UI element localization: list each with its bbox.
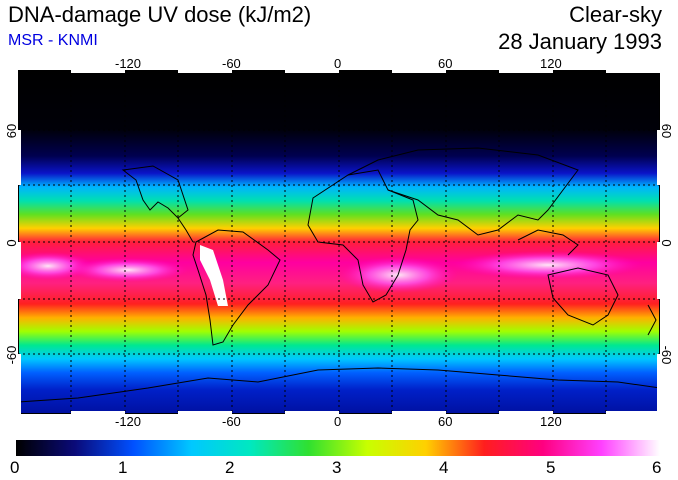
lat-tick-left: -60 (4, 345, 19, 365)
lon-tick-top: 120 (540, 56, 562, 71)
colorbar-label: 1 (118, 458, 128, 477)
coast-australia (547, 267, 619, 326)
colorbar-gradient (16, 440, 660, 456)
coast-africa (307, 169, 419, 303)
colorbar-label: 6 (652, 458, 662, 477)
colorbar-label: 0 (10, 458, 20, 477)
lon-tick-bottom: 120 (540, 414, 562, 429)
andes-hotspot (200, 245, 228, 306)
sky-condition-label: Clear-sky (569, 2, 662, 27)
lon-tick-bottom: -60 (222, 414, 241, 429)
lon-tick-bottom: -120 (115, 414, 142, 429)
source-label: MSR - KNMI (8, 32, 98, 49)
colorbar (16, 440, 660, 456)
coastlines (18, 147, 660, 403)
coast-antarctica (18, 367, 660, 403)
lat-tick-right: 60 (659, 123, 674, 139)
lat-tick-right: -60 (659, 345, 674, 365)
colorbar-label: 4 (439, 458, 449, 477)
coast-indonesia (517, 229, 579, 256)
lat-tick-right: 0 (659, 239, 674, 247)
lon-tick-top: 0 (334, 56, 342, 71)
uv-dose-map (18, 70, 660, 414)
lon-tick-top: -60 (222, 56, 241, 71)
coast-new-zealand (647, 304, 657, 336)
chart-title: DNA-damage UV dose (kJ/m2) (8, 2, 312, 27)
graticule (18, 70, 660, 414)
colorbar-label: 5 (546, 458, 556, 477)
colorbar-label: 2 (225, 458, 235, 477)
lat-tick-left: 0 (4, 239, 19, 247)
coast-south-america (192, 229, 281, 346)
coast-north-america (121, 165, 189, 219)
uv-hotspot (68, 258, 188, 282)
frame-markers (18, 70, 660, 414)
lon-tick-bottom: 60 (438, 414, 453, 429)
date-label: 28 January 1993 (498, 29, 662, 54)
coast-central-america (177, 217, 194, 243)
lat-tick-left: 60 (4, 123, 19, 139)
colorbar-label: 3 (332, 458, 342, 477)
lon-tick-top: -120 (115, 56, 142, 71)
lon-tick-top: 60 (438, 56, 453, 71)
lon-tick-bottom: 0 (334, 414, 342, 429)
coast-eurasia (347, 147, 579, 236)
